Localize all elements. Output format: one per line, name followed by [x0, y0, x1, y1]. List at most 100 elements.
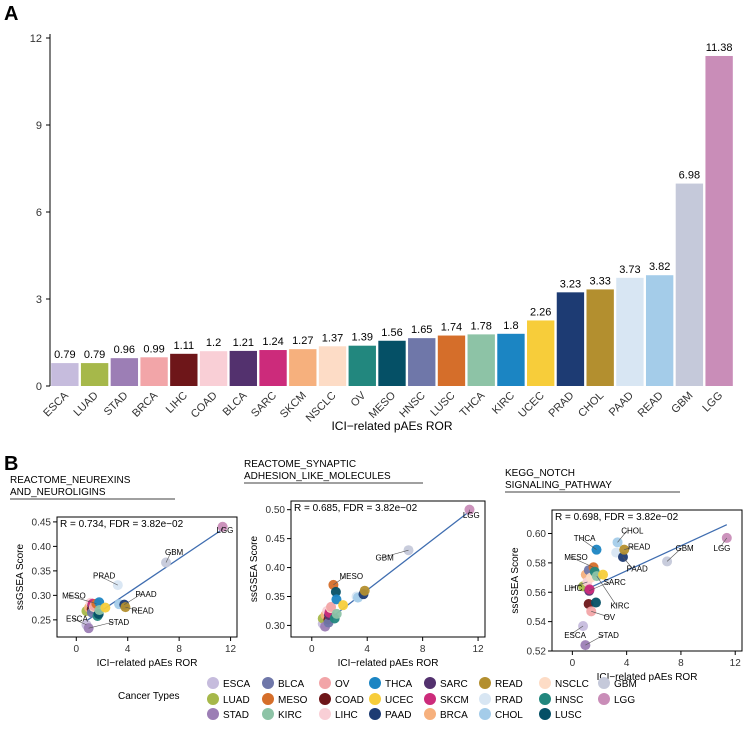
x-tick-label: 12: [473, 644, 485, 655]
label-leader: [570, 556, 594, 568]
legend-label: PAAD: [385, 710, 412, 721]
label-leader: [579, 537, 597, 550]
bar-value-label: 1.24: [262, 336, 283, 348]
legend-label: SARC: [440, 679, 468, 690]
x-tick-label: COAD: [189, 390, 220, 421]
bar-value-label: 1.39: [352, 332, 373, 344]
plot-frame: [551, 509, 743, 652]
x-tick-label: LGG: [700, 390, 725, 415]
bar-value-label: 3.82: [649, 261, 670, 273]
x-tick-label: 8: [420, 644, 426, 655]
label-leader: [666, 547, 682, 562]
label-leader: [624, 546, 635, 550]
label-leader: [589, 581, 610, 592]
bar-value-label: 11.38: [706, 42, 733, 54]
point-label: GBM: [376, 554, 395, 563]
point-label: PAAD: [627, 565, 648, 574]
x-tick-label: 12: [225, 644, 237, 655]
scatter-title: REACTOME_NEUREXINS: [10, 475, 131, 486]
x-tick-label: 12: [730, 658, 742, 669]
point-label: ESCA: [564, 631, 586, 640]
scatter-title: REACTOME_SYNAPTIC: [244, 459, 356, 470]
label-leader: [596, 575, 617, 606]
bar-prad: [556, 292, 585, 386]
legend-swatch-chol: [479, 708, 491, 720]
bar-brca: [140, 357, 168, 386]
legend-label: COAD: [335, 695, 364, 706]
legend-label: MESO: [278, 695, 308, 706]
bar-value-label: 1.78: [471, 320, 492, 332]
point-read: [120, 602, 131, 613]
x-tick-label: 8: [678, 658, 684, 669]
panel-label-b: B: [4, 453, 18, 475]
scatter-title: SIGNALING_PATHWAY: [505, 480, 612, 491]
legend-swatch-lusc: [539, 708, 551, 720]
y-tick-label: 0.45: [266, 534, 286, 545]
point-ucec: [100, 602, 111, 613]
legend-swatch-sarc: [424, 677, 436, 689]
legend-label: CHOL: [495, 710, 523, 721]
point-label: GBM: [676, 544, 695, 553]
y-tick-label: 9: [36, 120, 42, 132]
y-tick-label: 0.50: [266, 505, 286, 516]
legend-label: LUSC: [555, 710, 582, 721]
point-label: LGG: [463, 511, 480, 520]
legend-swatch-thca: [369, 677, 381, 689]
legend-label: NSCLC: [555, 679, 589, 690]
bar-paad: [616, 277, 644, 386]
plot-frame: [290, 500, 486, 638]
legend-swatch-hnsc: [539, 693, 551, 705]
legend-swatch-read: [479, 677, 491, 689]
label-leader: [570, 625, 584, 636]
point-label: SARC: [604, 578, 626, 587]
x-tick-label: 4: [624, 658, 630, 669]
bar-value-label: 0.79: [84, 349, 105, 361]
bar-value-label: 3.33: [589, 275, 610, 287]
legend-swatch-meso: [262, 693, 274, 705]
legend-swatch-brca: [424, 708, 436, 720]
legend-swatch-coad: [319, 693, 331, 705]
legend-swatch-kirc: [262, 708, 274, 720]
label-leader: [468, 509, 470, 515]
y-tick-label: 0.30: [266, 621, 286, 632]
stat-annotation: R = 0.685, FDR = 3.82e−02: [294, 503, 418, 514]
point-lusc: [330, 586, 341, 597]
x-tick-label: BLCA: [221, 389, 250, 418]
point-label: MESO: [340, 572, 364, 581]
y-tick-label: 0.40: [266, 563, 286, 574]
point-ucec: [598, 569, 609, 580]
legend: Cancer Types ESCA LUAD STAD BLCA MESO KIRC OV CO…: [118, 677, 637, 721]
legend-label: BRCA: [440, 710, 468, 721]
bar-value-label: 0.99: [143, 343, 164, 355]
point-label: LIHC: [564, 584, 582, 593]
scatter-title: KEGG_NOTCH: [505, 468, 575, 479]
point-skcm: [584, 584, 595, 595]
x-tick-label: BRCA: [130, 389, 161, 420]
point-label: CHOL: [621, 527, 644, 536]
x-tick-label: CHOL: [576, 390, 606, 420]
x-tick-label: ESCA: [41, 389, 71, 419]
y-axis-title: ssGSEA Score: [15, 543, 26, 610]
bar-luad: [80, 363, 109, 386]
panel-label-a: A: [4, 3, 18, 25]
scatter-chart-synaptic: REACTOME_SYNAPTICADHESION_LIKE_MOLECULES…: [244, 459, 486, 669]
x-tick-label: 8: [176, 644, 182, 655]
x-axis-title: ICI−related pAEs ROR: [97, 658, 198, 669]
y-axis-title: ssGSEA Score: [510, 547, 521, 614]
bar-gbm: [675, 183, 704, 386]
label-leader: [333, 575, 346, 586]
y-tick-label: 0.58: [527, 558, 547, 569]
x-tick-label: 0: [309, 644, 315, 655]
bar-value-label: 6.98: [679, 170, 700, 182]
bar-value-label: 0.79: [54, 349, 75, 361]
label-leader: [88, 621, 115, 629]
legend-swatch-gbm: [598, 677, 610, 689]
point-thca: [331, 594, 342, 605]
y-tick-label: 0.25: [32, 615, 52, 626]
x-tick-label: GBM: [669, 390, 695, 416]
x-tick-label: LUAD: [71, 390, 100, 419]
legend-label: LIHC: [335, 710, 358, 721]
x-axis-title: ICI−related pAEs ROR: [597, 672, 698, 683]
bar-value-label: 1.37: [322, 332, 343, 344]
